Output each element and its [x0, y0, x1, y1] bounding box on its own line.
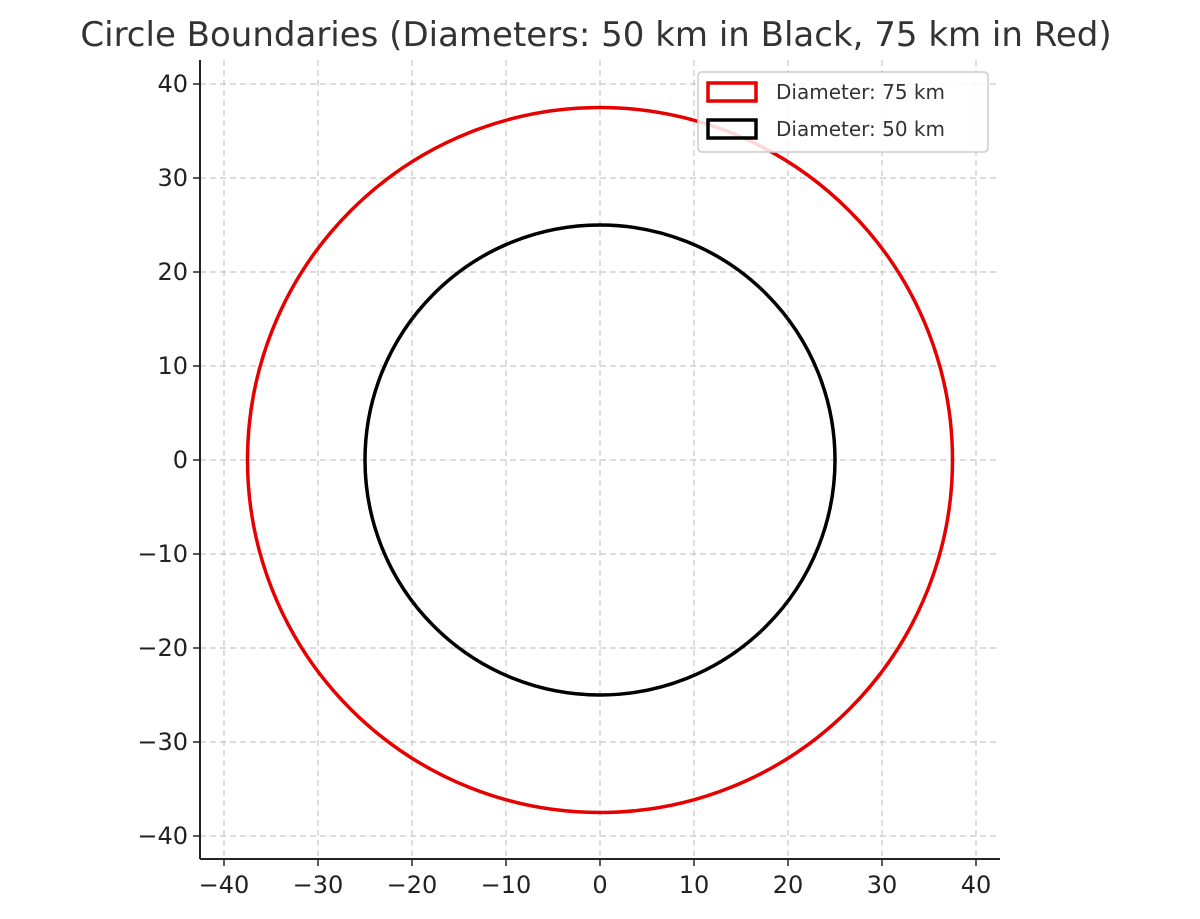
- y-tick-label: 40: [157, 70, 188, 98]
- series-circle-50km: [363, 223, 837, 697]
- x-tick-label: −30: [293, 871, 344, 899]
- axis-ticks: −40 −30 −20 −10 0 10 20 30 40 −40 −30 −20 −10 0 10 20 30…: [137, 70, 991, 899]
- data-series: [245, 105, 955, 815]
- x-tick-label: 30: [867, 871, 898, 899]
- x-tick-label: −10: [481, 871, 532, 899]
- legend-label: Diameter: 75 km: [776, 80, 945, 104]
- y-tick-label: −40: [137, 822, 188, 850]
- y-tick-label: 30: [157, 164, 188, 192]
- legend: Diameter: 75 km Diameter: 50 km: [697, 71, 989, 153]
- x-tick-label: −40: [199, 871, 250, 899]
- x-tick-label: 40: [961, 871, 992, 899]
- legend-entries: Diameter: 75 km Diameter: 50 km: [706, 80, 945, 141]
- legend-box: [697, 71, 989, 153]
- series-circle-75km: [245, 105, 955, 815]
- x-tick-label: −20: [387, 871, 438, 899]
- y-tick-label: −10: [137, 540, 188, 568]
- legend-swatch: [706, 81, 758, 103]
- legend-label: Diameter: 50 km: [776, 117, 945, 141]
- x-tick-label: 20: [773, 871, 804, 899]
- y-tick-label: 20: [157, 258, 188, 286]
- legend-swatch: [706, 118, 758, 140]
- x-tick-label: 10: [679, 871, 710, 899]
- y-tick-label: 0: [173, 446, 188, 474]
- chart-title: Circle Boundaries (Diameters: 50 km in B…: [80, 15, 1111, 55]
- y-tick-label: −20: [137, 634, 188, 662]
- y-tick-label: −30: [137, 728, 188, 756]
- y-tick-label: 10: [157, 352, 188, 380]
- x-tick-label: 0: [592, 871, 607, 899]
- grid-lines: [200, 60, 1000, 859]
